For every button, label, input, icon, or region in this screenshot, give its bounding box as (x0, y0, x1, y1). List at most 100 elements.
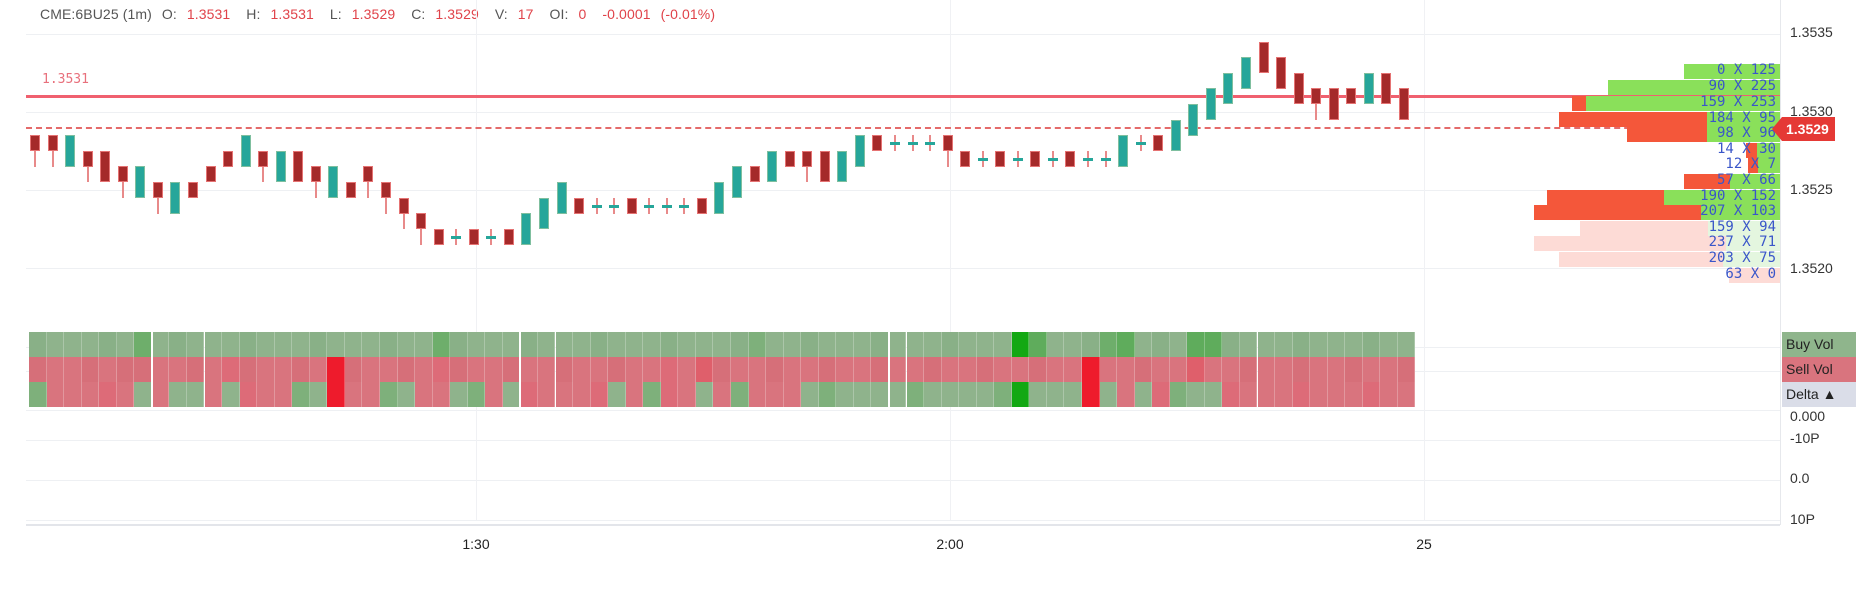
heat-cell (1099, 332, 1118, 357)
heat-cell (1099, 357, 1118, 382)
heat-cell (1257, 357, 1276, 382)
horizontal-line[interactable] (26, 95, 1780, 98)
heat-cell (292, 357, 310, 382)
candle-body (1240, 57, 1251, 89)
candle-body (784, 150, 795, 167)
heat-cell (1011, 332, 1030, 357)
heat-cell (1310, 382, 1328, 407)
heat-cell (415, 332, 433, 357)
grid-line (26, 190, 1780, 191)
heat-cell (573, 332, 591, 357)
ladder-value: 184 X 95 (1708, 110, 1776, 126)
heat-cell (888, 332, 907, 357)
ladder-row: 159 X 253 (1400, 94, 1780, 111)
heat-cell (485, 332, 503, 357)
candle-body (1047, 157, 1058, 161)
heat-cell (415, 382, 433, 407)
heat-cell (1029, 357, 1047, 382)
candle-body (1293, 72, 1304, 105)
heat-cell (1152, 382, 1170, 407)
candle-body (1346, 88, 1357, 105)
heat-cell (678, 382, 696, 407)
heat-cell (257, 357, 275, 382)
heat-cell (1134, 382, 1153, 407)
heat-cell (64, 382, 82, 407)
heat-cell (362, 357, 380, 382)
heat-cell (467, 382, 486, 407)
grid-line (26, 410, 1780, 411)
heat-cell (1064, 332, 1082, 357)
ladder-value: 237 X 71 (1708, 234, 1776, 250)
candle-body (310, 166, 321, 183)
candle-body (433, 228, 444, 245)
heat-cell (959, 357, 977, 382)
heat-cell (994, 332, 1012, 357)
heat-cell (1397, 357, 1416, 382)
candle-body (486, 235, 497, 239)
heat-cell (1204, 382, 1223, 407)
heat-cell (257, 382, 275, 407)
candle-body (275, 150, 286, 183)
heat-cell (380, 357, 398, 382)
candle-body (574, 197, 585, 214)
delta-label[interactable]: Delta ▲ (1782, 382, 1856, 407)
heat-cell (573, 382, 591, 407)
candle-body (749, 166, 760, 183)
candle-body (538, 197, 549, 230)
heat-cell (1169, 382, 1188, 407)
heat-cell (731, 357, 749, 382)
heat-cell (46, 357, 65, 382)
last-price-line (26, 127, 1780, 129)
sell-volume-bar (1534, 205, 1702, 220)
heat-cell (415, 357, 433, 382)
heat-cell (801, 332, 819, 357)
buy-volume-bar (1607, 80, 1780, 95)
ladder-value: 98 X 96 (1716, 125, 1776, 141)
heat-cell (643, 332, 661, 357)
heat-cell (625, 332, 644, 357)
heat-cell (1239, 332, 1258, 357)
candle-body (1153, 135, 1164, 152)
candle-body (503, 228, 514, 245)
candle-body (258, 150, 269, 167)
time-label: 2:00 (936, 536, 964, 552)
heat-cell (906, 357, 925, 382)
buy-volume-bar (1708, 221, 1780, 236)
buy-heat-row (29, 332, 1416, 357)
symbol-label[interactable]: CME:6BU25 (1m) (40, 6, 152, 22)
heat-cell (643, 357, 661, 382)
heat-cell (99, 382, 117, 407)
heat-cell (292, 332, 310, 357)
candle-body (661, 204, 672, 208)
heat-cell (537, 357, 556, 382)
heat-cell (695, 382, 714, 407)
ladder-value: 12 X 7 (1725, 156, 1776, 172)
candle-body (837, 150, 848, 183)
buy-volume-bar (1663, 190, 1780, 205)
heat-cell (731, 382, 749, 407)
heat-cell (222, 332, 240, 357)
heat-cell (186, 357, 205, 382)
heat-cell (994, 357, 1012, 382)
candle-body (117, 166, 128, 183)
heat-cell (134, 332, 152, 357)
heat-cell (1362, 382, 1381, 407)
heat-cell (222, 382, 240, 407)
sell-volume-bar (1745, 143, 1758, 158)
candle-body (714, 182, 725, 214)
candle-body (732, 166, 742, 198)
heat-cell (362, 332, 380, 357)
heat-cell (608, 332, 626, 357)
heat-cell (537, 382, 556, 407)
candle-body (556, 182, 567, 214)
heat-cell (1310, 332, 1328, 357)
heat-cell (783, 332, 802, 357)
candle-body (889, 142, 900, 146)
change-value: -0.0001 (602, 6, 651, 22)
horizontal-line-label: 1.3531 (42, 72, 89, 87)
ladder-value: 63 X 0 (1725, 266, 1776, 282)
heat-cell (1134, 357, 1153, 382)
candle-body (1205, 88, 1216, 120)
heat-cell (1327, 332, 1346, 357)
candle-body (609, 204, 620, 208)
